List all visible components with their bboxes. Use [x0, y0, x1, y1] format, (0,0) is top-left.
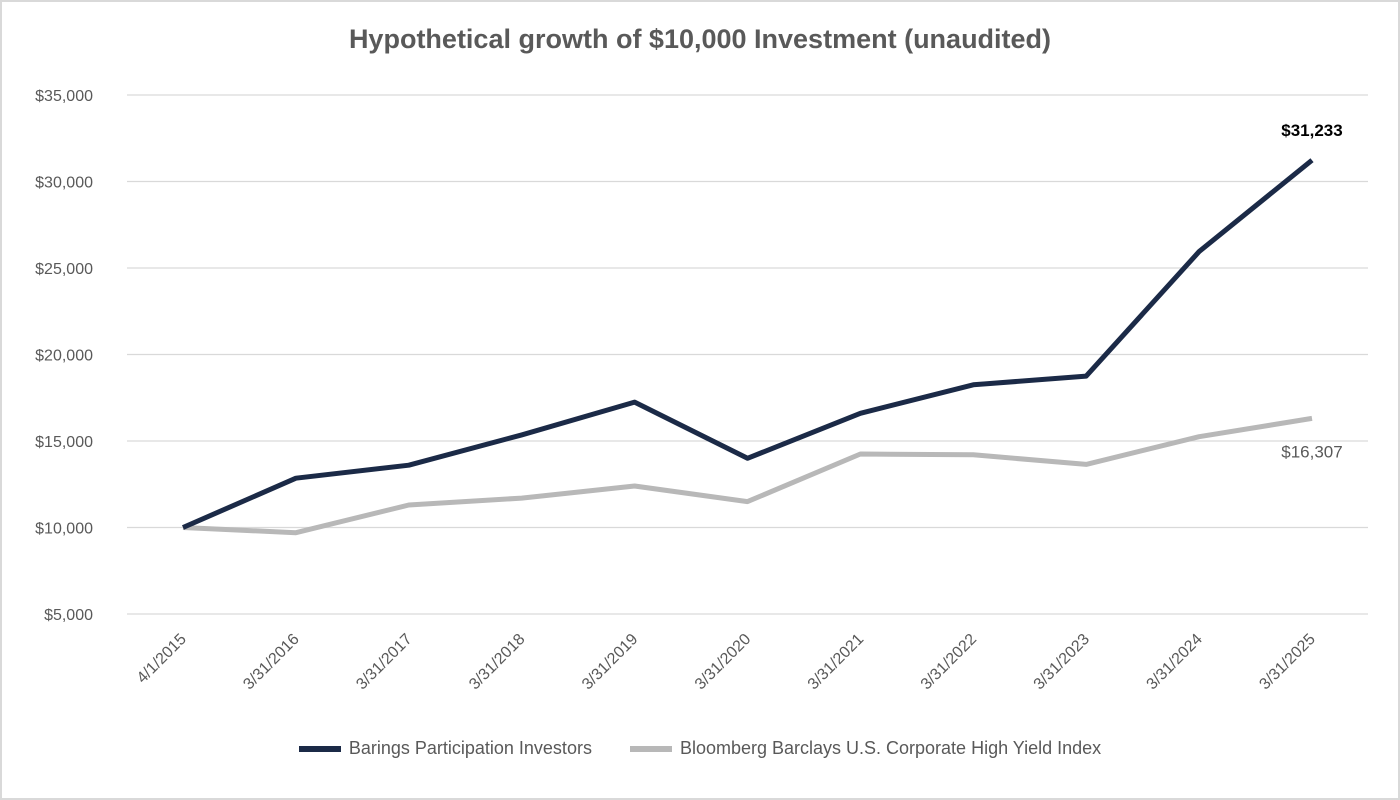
x-tick-label: 3/31/2025 [1256, 631, 1318, 693]
legend-label-barings: Barings Participation Investors [348, 738, 592, 758]
chart-title: Hypothetical growth of $10,000 Investmen… [348, 24, 1052, 54]
y-tick-label: $30,000 [35, 175, 93, 192]
x-tick-label: 4/1/2015 [134, 631, 190, 687]
y-tick-label: $25,000 [35, 261, 93, 278]
legend-label-bloomberg: Bloomberg Barclays U.S. Corporate High Y… [679, 738, 1102, 758]
x-tick-label: 3/31/2021 [805, 631, 867, 693]
data-label-bloomberg-end: $16,307 [1281, 442, 1342, 461]
x-tick-label: 3/31/2024 [1144, 631, 1206, 693]
x-tick-label: 3/31/2016 [240, 631, 302, 693]
legend-item-bloomberg: Bloomberg Barclays U.S. Corporate High Y… [629, 738, 1102, 759]
y-tick-label: $35,000 [35, 88, 93, 105]
x-tick-label: 3/31/2017 [353, 631, 415, 693]
x-tick-label: 3/31/2023 [1031, 631, 1093, 693]
legend-item-barings: Barings Participation Investors [298, 738, 592, 759]
x-tick-label: 3/31/2020 [692, 631, 754, 693]
y-tick-label: $15,000 [35, 434, 93, 451]
series-line-bloomberg [182, 415, 1313, 536]
legend-swatch-bloomberg [629, 745, 672, 752]
x-tick-label: 3/31/2022 [918, 631, 980, 693]
x-tick-label: 3/31/2019 [579, 631, 641, 693]
y-tick-label: $10,000 [35, 521, 93, 538]
chart-legend: Barings Participation Investors Bloomber… [0, 738, 1400, 759]
series-line-barings [181, 158, 1314, 530]
x-tick-label: 3/31/2018 [466, 631, 528, 693]
y-tick-label: $5,000 [44, 607, 93, 624]
legend-swatch-barings [298, 745, 341, 752]
data-label-barings-end: $31,233 [1281, 121, 1342, 140]
y-tick-label: $20,000 [35, 348, 93, 365]
